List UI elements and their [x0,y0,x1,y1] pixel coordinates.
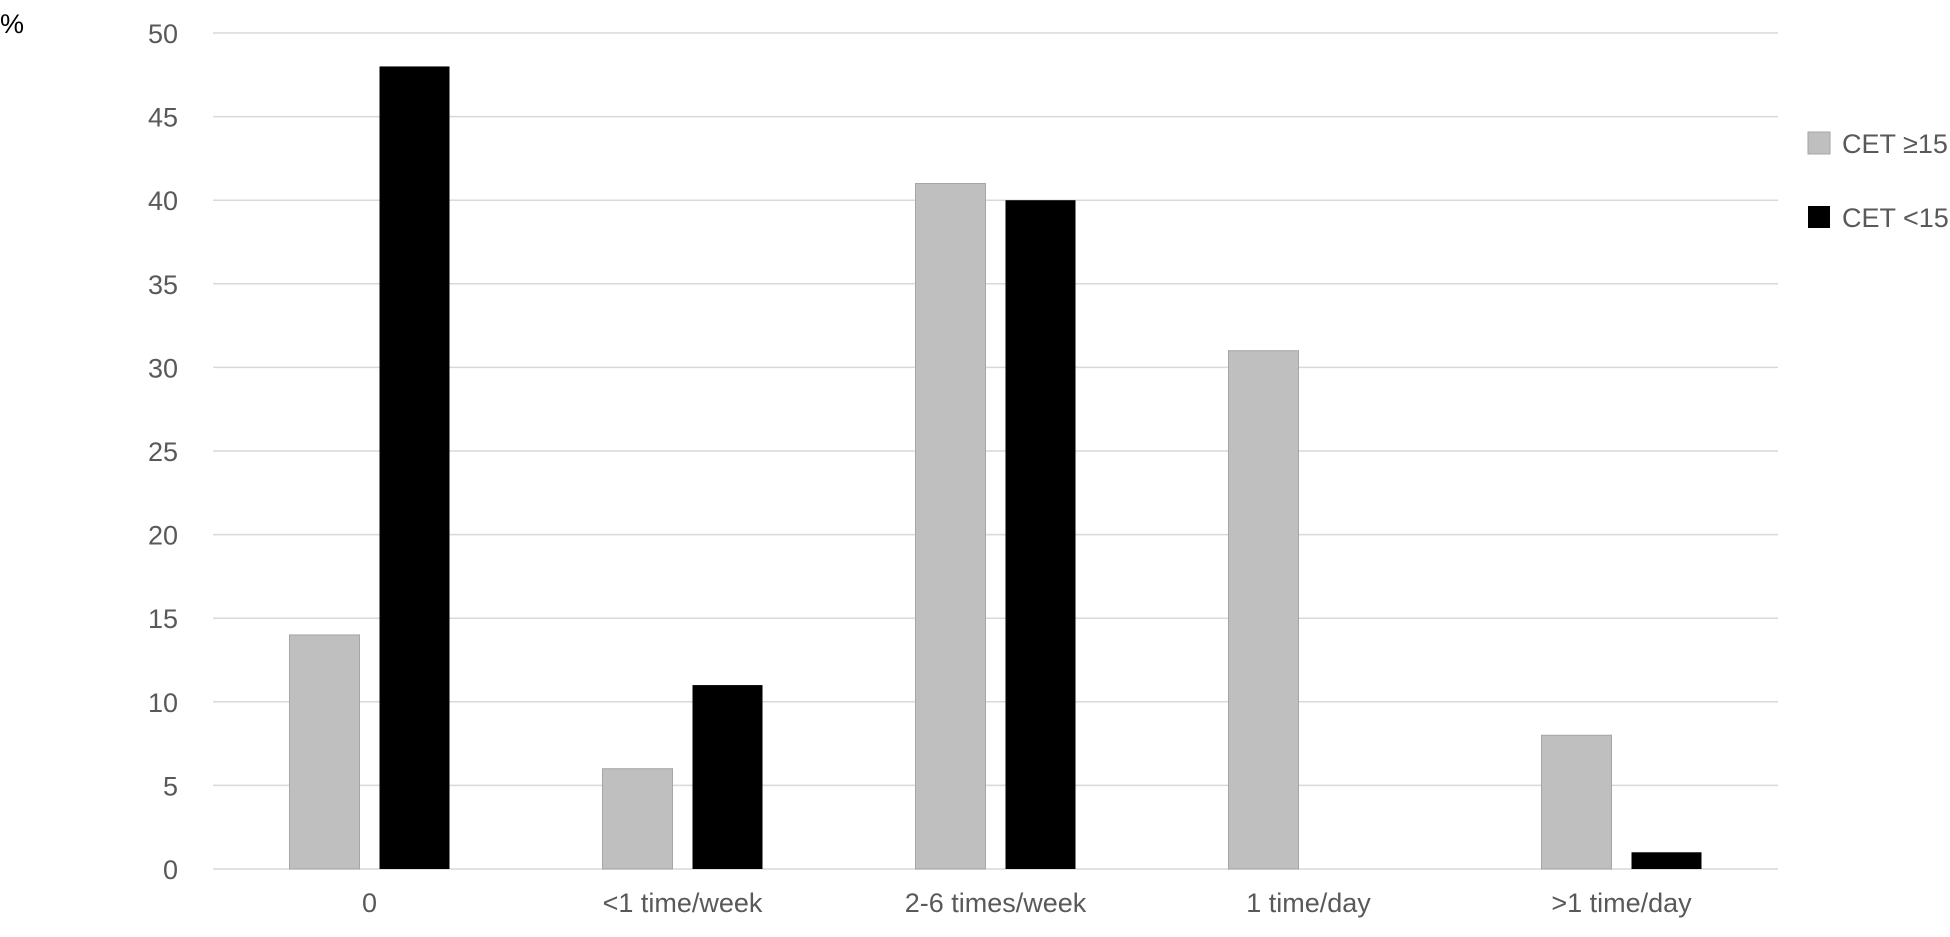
bars [289,66,1702,870]
legend-label: CET <15 [1842,203,1949,233]
x-tick-label: <1 time/week [603,888,763,918]
x-tick-label: 0 [362,888,377,918]
y-tick-label: 35 [148,270,178,300]
bar [915,182,986,870]
legend-swatch [1808,206,1830,228]
bar [379,66,450,869]
bar [1228,350,1299,870]
y-tick-label: 50 [148,19,178,49]
y-tick-label: 40 [148,186,178,216]
y-tick-label: 45 [148,103,178,133]
y-tick-label: 30 [148,353,178,383]
bar [1005,200,1076,869]
x-axis-ticks: 0 <1 time/week 2-6 times/week 1 time/day >1 … [362,888,1692,918]
legend: CET ≥15 CET <15 [1807,129,1949,233]
x-tick-label: 2-6 times/week [905,888,1087,918]
y-tick-label: 15 [148,604,178,634]
y-tick-label: 10 [148,688,178,718]
gridlines [213,32,1778,870]
bar [1631,852,1702,869]
bar [1541,734,1612,870]
bar [602,768,673,870]
y-axis-unit-label: % [0,9,24,39]
y-axis-ticks: 0 5 10 15 20 25 30 35 40 45 50 [148,19,178,885]
x-tick-label: >1 time/day [1551,888,1692,918]
bar [692,685,763,869]
y-tick-label: 0 [163,855,178,885]
legend-swatch [1807,131,1831,155]
y-tick-label: 20 [148,521,178,551]
x-tick-label: 1 time/day [1246,888,1371,918]
y-tick-label: 25 [148,437,178,467]
bar [289,634,360,870]
legend-label: CET ≥15 [1842,129,1948,159]
y-tick-label: 5 [163,771,178,801]
